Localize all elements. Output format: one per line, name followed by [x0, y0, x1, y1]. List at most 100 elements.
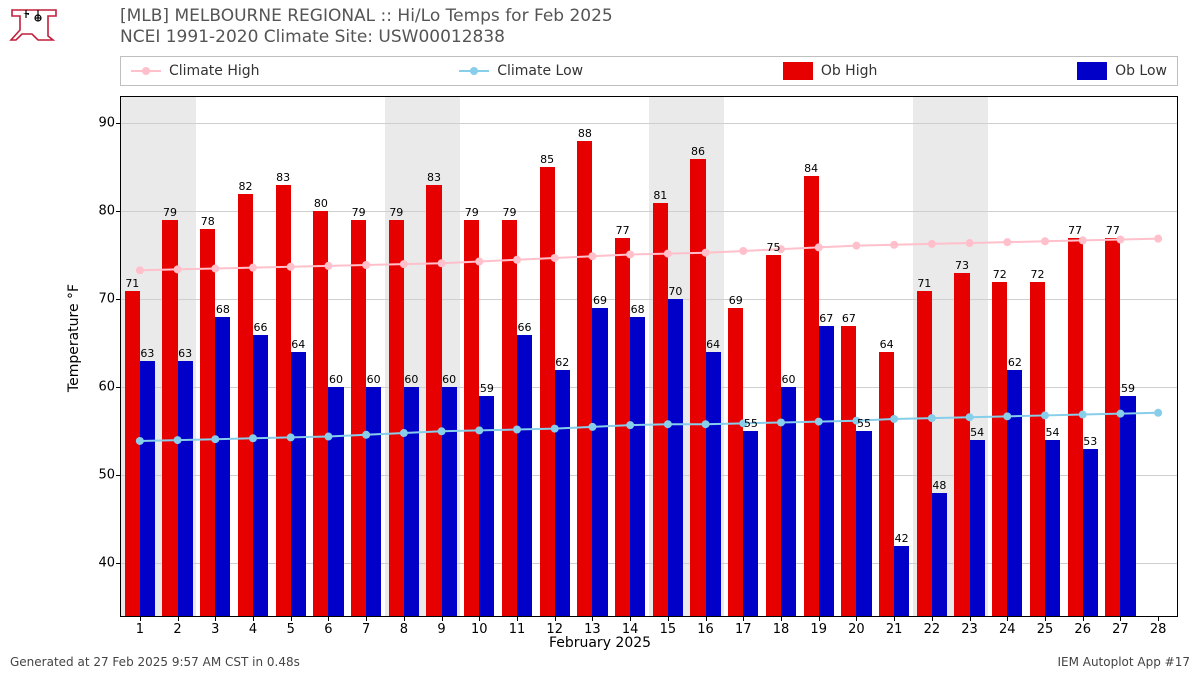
bar-label-high: 72 — [1030, 268, 1044, 281]
bar-label-low: 42 — [895, 532, 909, 545]
bar-ob-high — [1105, 238, 1120, 616]
bar-label-low: 68 — [631, 303, 645, 316]
y-axis-label: Temperature °F — [66, 283, 82, 391]
x-tick — [1007, 616, 1008, 621]
y-tick-label: 90 — [98, 116, 115, 131]
bar-label-low: 63 — [140, 347, 154, 360]
bar-ob-low — [1120, 396, 1135, 616]
x-tick-label: 7 — [362, 622, 370, 637]
bar-ob-high — [615, 238, 630, 616]
x-tick — [894, 616, 895, 621]
bar-label-low: 60 — [782, 373, 796, 386]
bar-ob-low — [668, 299, 683, 616]
bar-ob-low — [932, 493, 947, 616]
bar-label-low: 60 — [442, 373, 456, 386]
x-tick-label: 8 — [400, 622, 408, 637]
legend-climate-high: Climate High — [131, 63, 260, 79]
bar-ob-high — [992, 282, 1007, 616]
bar-ob-high — [728, 308, 743, 616]
bar-ob-low — [479, 396, 494, 616]
bar-label-low: 70 — [668, 285, 682, 298]
legend-climate-low: Climate Low — [459, 63, 583, 79]
bar-label-low: 53 — [1083, 435, 1097, 448]
x-tick — [1083, 616, 1084, 621]
bar-ob-low — [517, 335, 532, 616]
x-tick-label: 2 — [173, 622, 181, 637]
x-tick — [1158, 616, 1159, 621]
x-tick — [970, 616, 971, 621]
x-tick — [819, 616, 820, 621]
bar-ob-low — [1045, 440, 1060, 616]
x-tick-label: 25 — [1037, 622, 1054, 637]
bar-label-low: 55 — [857, 417, 871, 430]
bar-ob-low — [856, 431, 871, 616]
bar-label-high: 79 — [502, 206, 516, 219]
ob-high-swatch — [783, 62, 813, 80]
bar-label-high: 71 — [917, 277, 931, 290]
bar-ob-low — [215, 317, 230, 616]
x-tick-label: 27 — [1112, 622, 1129, 637]
bar-label-high: 84 — [804, 162, 818, 175]
y-tick — [116, 211, 121, 212]
bar-ob-high — [389, 220, 404, 616]
x-tick-label: 17 — [735, 622, 752, 637]
bar-label-high: 77 — [616, 224, 630, 237]
bar-label-low: 69 — [593, 294, 607, 307]
x-tick-label: 10 — [471, 622, 488, 637]
bar-ob-low — [366, 387, 381, 616]
y-tick-label: 70 — [98, 292, 115, 307]
legend-label: Ob High — [821, 63, 878, 79]
x-tick-label: 19 — [810, 622, 827, 637]
bar-label-low: 64 — [291, 338, 305, 351]
legend-label: Climate Low — [497, 63, 583, 79]
bar-label-low: 62 — [555, 356, 569, 369]
bar-label-high: 67 — [842, 312, 856, 325]
bar-ob-high — [125, 291, 140, 616]
bar-label-high: 85 — [540, 153, 554, 166]
x-axis-label: February 2025 — [549, 635, 651, 651]
bar-ob-high — [351, 220, 366, 616]
x-tick — [555, 616, 556, 621]
x-tick — [1045, 616, 1046, 621]
x-tick-label: 26 — [1074, 622, 1091, 637]
x-tick-label: 1 — [136, 622, 144, 637]
x-tick-label: 22 — [924, 622, 941, 637]
bar-label-low: 60 — [329, 373, 343, 386]
footer-appid: IEM Autoplot App #17 — [1057, 655, 1190, 669]
y-tick — [116, 563, 121, 564]
bar-label-high: 79 — [389, 206, 403, 219]
x-tick — [706, 616, 707, 621]
bar-label-high: 86 — [691, 145, 705, 158]
x-tick — [781, 616, 782, 621]
bar-ob-high — [1068, 238, 1083, 616]
bar-label-high: 73 — [955, 259, 969, 272]
bar-ob-high — [879, 352, 894, 616]
x-tick — [743, 616, 744, 621]
bar-ob-low — [404, 387, 419, 616]
bar-label-low: 64 — [706, 338, 720, 351]
bar-ob-high — [841, 326, 856, 616]
bar-label-low: 59 — [1121, 382, 1135, 395]
x-tick-label: 23 — [961, 622, 978, 637]
bar-label-high: 75 — [766, 241, 780, 254]
bar-ob-low — [328, 387, 343, 616]
gridline — [121, 123, 1177, 124]
bar-label-high: 72 — [993, 268, 1007, 281]
climate-high-marker — [131, 70, 161, 72]
bar-label-low: 59 — [480, 382, 494, 395]
climate-low-marker — [459, 70, 489, 72]
bar-label-low: 68 — [216, 303, 230, 316]
bar-ob-high — [766, 255, 781, 616]
bar-ob-high — [690, 159, 705, 616]
bar-label-high: 80 — [314, 197, 328, 210]
bar-ob-high — [313, 211, 328, 616]
x-tick — [140, 616, 141, 621]
x-tick — [366, 616, 367, 621]
bar-ob-low — [630, 317, 645, 616]
bar-ob-high — [276, 185, 291, 616]
bar-label-low: 54 — [970, 426, 984, 439]
bar-ob-low — [253, 335, 268, 616]
bar-ob-low — [291, 352, 306, 616]
bar-ob-low — [781, 387, 796, 616]
bar-label-high: 79 — [163, 206, 177, 219]
